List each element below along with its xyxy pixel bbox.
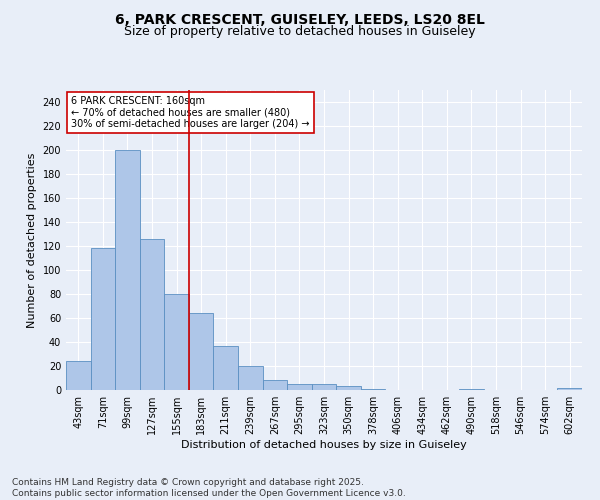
Text: 6 PARK CRESCENT: 160sqm
← 70% of detached houses are smaller (480)
30% of semi-d: 6 PARK CRESCENT: 160sqm ← 70% of detache… [71, 96, 310, 129]
Text: Size of property relative to detached houses in Guiseley: Size of property relative to detached ho… [124, 25, 476, 38]
X-axis label: Distribution of detached houses by size in Guiseley: Distribution of detached houses by size … [181, 440, 467, 450]
Bar [336, 386, 361, 390]
Bar [287, 384, 312, 390]
Bar [361, 389, 385, 390]
Bar [557, 388, 582, 390]
Bar [312, 384, 336, 390]
Bar [189, 313, 214, 390]
Bar [91, 248, 115, 390]
Y-axis label: Number of detached properties: Number of detached properties [27, 152, 37, 328]
Bar [140, 239, 164, 390]
Bar [66, 361, 91, 390]
Bar [164, 294, 189, 390]
Bar [263, 380, 287, 390]
Bar [459, 389, 484, 390]
Bar [238, 366, 263, 390]
Bar [214, 346, 238, 390]
Text: 6, PARK CRESCENT, GUISELEY, LEEDS, LS20 8EL: 6, PARK CRESCENT, GUISELEY, LEEDS, LS20 … [115, 12, 485, 26]
Bar [115, 150, 140, 390]
Text: Contains HM Land Registry data © Crown copyright and database right 2025.
Contai: Contains HM Land Registry data © Crown c… [12, 478, 406, 498]
